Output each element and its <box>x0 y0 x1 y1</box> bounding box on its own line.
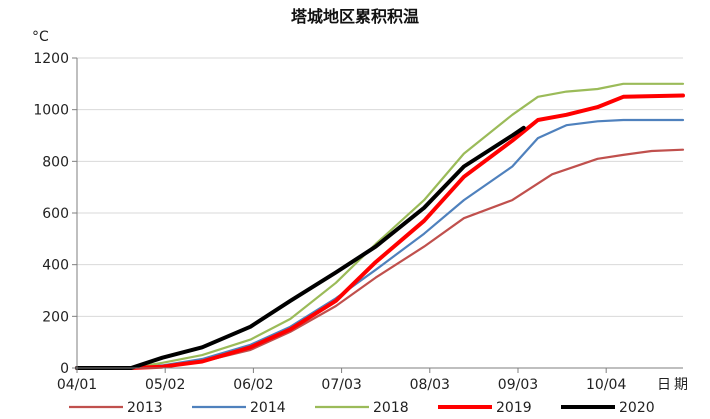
x-tick-label: 04/01 <box>57 377 97 393</box>
legend-label-2020: 2020 <box>619 400 655 416</box>
legend-label-2019: 2019 <box>496 400 532 416</box>
legend-label-2014: 2014 <box>250 400 286 416</box>
y-tick-label: 0 <box>60 361 69 377</box>
series-line-2020 <box>75 125 526 370</box>
series-line-2019 <box>75 93 685 370</box>
series-lines <box>75 82 685 370</box>
legend: 2013 2014 2018 2019 2020 <box>69 400 655 416</box>
x-tick-label: 09/03 <box>498 377 538 393</box>
chart-title: 塔城地区累积积温 <box>291 7 419 26</box>
grid <box>77 57 683 317</box>
x-tick-label: 07/03 <box>321 377 361 393</box>
x-axis-label: 日期 <box>657 377 691 393</box>
x-tick-label: 10/04 <box>586 377 626 393</box>
x-tick-labels: 04/01 05/02 06/02 07/03 08/03 09/03 10/04 <box>57 377 627 393</box>
axes <box>72 57 683 373</box>
series-line-2018 <box>75 82 685 370</box>
y-tick-labels: 0 200 400 600 800 1000 1200 <box>33 51 69 377</box>
legend-label-2013: 2013 <box>127 400 163 416</box>
y-tick-label: 200 <box>42 309 69 325</box>
y-axis-unit: °C <box>32 29 49 45</box>
legend-label-2018: 2018 <box>373 400 409 416</box>
x-tick-label: 06/02 <box>233 377 273 393</box>
x-tick-label: 08/03 <box>410 377 450 393</box>
y-tick-label: 1000 <box>33 103 69 119</box>
y-tick-label: 800 <box>42 154 69 170</box>
y-tick-label: 1200 <box>33 51 69 67</box>
y-tick-label: 600 <box>42 206 69 222</box>
x-tick-label: 05/02 <box>145 377 185 393</box>
y-tick-label: 400 <box>42 258 69 274</box>
